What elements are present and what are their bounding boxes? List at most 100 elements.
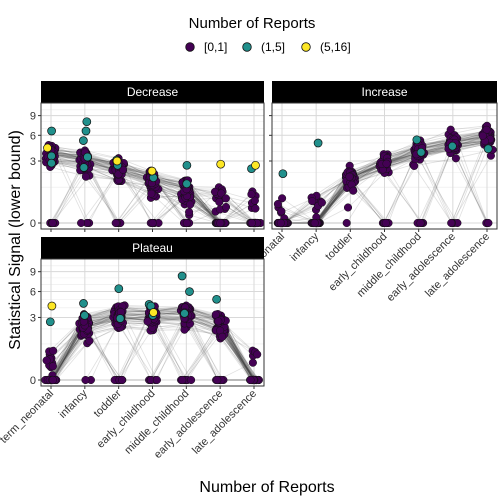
data-point bbox=[178, 375, 187, 385]
x-tick-label: middle_childhood bbox=[355, 231, 424, 300]
x-tick-label: infancy bbox=[57, 387, 90, 420]
legend-label: [0,1] bbox=[204, 40, 227, 54]
data-point bbox=[416, 218, 425, 228]
data-point bbox=[47, 301, 57, 311]
data-point bbox=[278, 194, 287, 203]
data-point bbox=[143, 317, 152, 326]
facet-label: Plateau bbox=[132, 241, 173, 255]
data-point bbox=[81, 172, 90, 181]
data-point bbox=[152, 375, 161, 385]
data-point bbox=[48, 218, 57, 228]
data-point bbox=[221, 202, 231, 212]
data-point bbox=[42, 356, 51, 365]
y-tick-label: 9 bbox=[30, 267, 36, 279]
data-point bbox=[313, 138, 323, 148]
data-point bbox=[187, 375, 196, 385]
data-point bbox=[345, 172, 354, 181]
data-point bbox=[49, 346, 58, 355]
x-tick-label: term_neonatal bbox=[0, 388, 56, 446]
data-point bbox=[349, 186, 358, 195]
y-tick-label: 3 bbox=[30, 156, 36, 168]
x-tick-label: early_childhood bbox=[95, 388, 158, 451]
data-point bbox=[79, 299, 88, 308]
data-point bbox=[47, 158, 56, 168]
data-point bbox=[410, 161, 419, 170]
data-point bbox=[250, 196, 259, 205]
data-point bbox=[48, 362, 57, 371]
legend-key bbox=[242, 42, 252, 52]
x-tick-label: infancy bbox=[288, 230, 321, 263]
x-tick-label: late_adolescence bbox=[423, 231, 492, 300]
data-point bbox=[221, 194, 230, 203]
data-point bbox=[216, 159, 226, 169]
data-point bbox=[416, 147, 426, 157]
data-point bbox=[277, 207, 286, 216]
data-point bbox=[185, 287, 194, 296]
data-point bbox=[48, 375, 57, 385]
data-point bbox=[149, 308, 158, 317]
data-point bbox=[213, 375, 222, 385]
data-point bbox=[447, 218, 456, 228]
y-tick-label: 9 bbox=[30, 111, 36, 123]
data-point bbox=[246, 375, 255, 385]
data-point bbox=[77, 218, 86, 228]
data-point bbox=[117, 375, 127, 385]
y-tick-label: 3 bbox=[30, 312, 36, 324]
data-point bbox=[317, 198, 326, 207]
data-point bbox=[484, 218, 493, 228]
data-point bbox=[218, 332, 227, 341]
data-point bbox=[186, 200, 195, 209]
data-point bbox=[119, 165, 128, 174]
data-point bbox=[85, 336, 94, 345]
data-point bbox=[182, 179, 192, 189]
data-point bbox=[483, 144, 493, 154]
data-point bbox=[185, 208, 194, 217]
facet-strip bbox=[272, 81, 497, 103]
data-point bbox=[451, 154, 460, 163]
legend: Number of Reports [0,1] (1,5] (5,16] bbox=[185, 15, 351, 54]
data-point bbox=[212, 294, 221, 304]
facet-label: Decrease bbox=[127, 85, 179, 99]
legend-items: [0,1] (1,5] (5,16] bbox=[185, 40, 351, 54]
data-point bbox=[308, 197, 317, 206]
data-point bbox=[276, 218, 285, 228]
data-point bbox=[342, 218, 351, 228]
data-point bbox=[251, 160, 260, 170]
data-point bbox=[114, 284, 124, 294]
legend-title: Number of Reports bbox=[189, 15, 316, 32]
data-point bbox=[182, 218, 191, 228]
data-point bbox=[83, 152, 92, 162]
legend-key bbox=[301, 42, 311, 52]
x-tick-label: toddler bbox=[323, 230, 356, 263]
legend-label: (5,16] bbox=[320, 40, 351, 54]
data-point bbox=[80, 311, 89, 320]
x-axis-title: Number of Reports bbox=[199, 479, 334, 496]
data-point bbox=[180, 309, 189, 318]
y-tick-label: 6 bbox=[30, 287, 36, 299]
facet-label: Increase bbox=[361, 85, 407, 99]
data-point bbox=[112, 156, 122, 166]
data-point bbox=[343, 203, 353, 212]
y-tick-label: 0 bbox=[30, 375, 36, 387]
x-tick-label: late_adolescence bbox=[190, 388, 259, 457]
data-point bbox=[147, 189, 156, 198]
panels: Decrease0369Increaseterm_neonatalinfancy… bbox=[0, 81, 498, 461]
data-point bbox=[177, 271, 187, 281]
data-point bbox=[79, 136, 88, 145]
data-point bbox=[43, 143, 52, 153]
data-point bbox=[111, 218, 120, 228]
data-point bbox=[217, 189, 226, 198]
data-point bbox=[215, 197, 224, 207]
data-point bbox=[478, 131, 487, 140]
data-point bbox=[251, 204, 260, 213]
data-point bbox=[47, 126, 56, 136]
y-tick-label: 0 bbox=[30, 218, 36, 230]
data-point bbox=[216, 218, 225, 228]
legend-key bbox=[185, 42, 195, 52]
data-point bbox=[446, 125, 455, 134]
data-point bbox=[182, 160, 192, 170]
facet-strip bbox=[41, 81, 264, 103]
data-point bbox=[253, 350, 262, 359]
point-cloud bbox=[273, 121, 497, 228]
x-tick-label: toddler bbox=[92, 387, 125, 420]
